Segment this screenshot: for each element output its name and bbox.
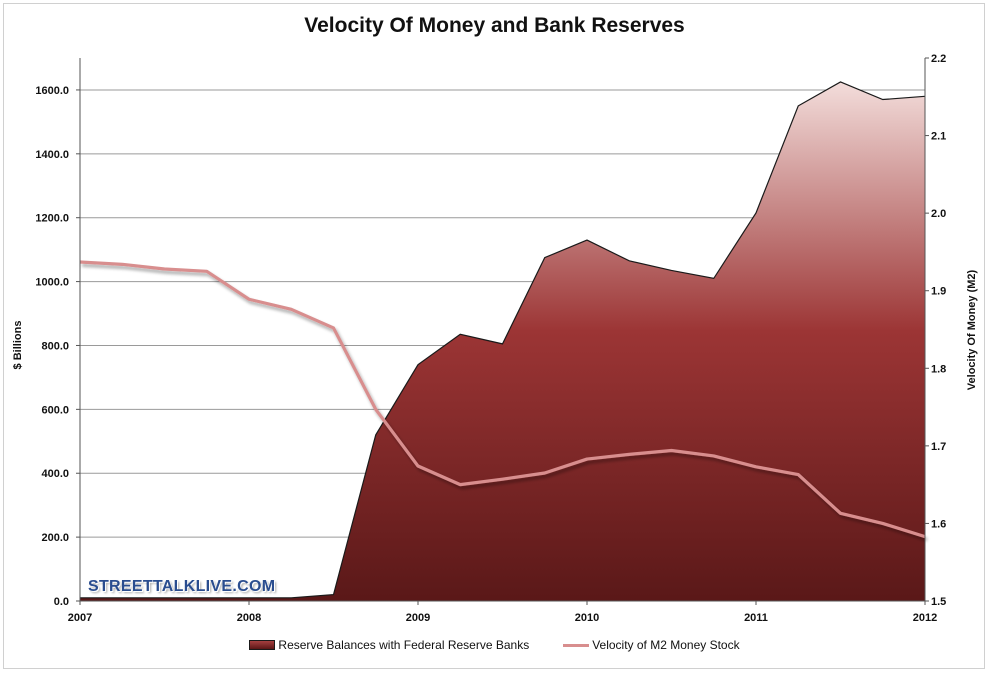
right-axis-ticks: 1.5 1.6 1.7 1.8 1.9 2.0 2.1 2.2 bbox=[925, 53, 946, 608]
legend-label-reserves: Reserve Balances with Federal Reserve Ba… bbox=[278, 638, 530, 652]
left-tick-label: 1600.0 bbox=[35, 85, 69, 97]
right-tick-label: 2.2 bbox=[931, 53, 946, 65]
x-tick-label: 2010 bbox=[575, 612, 599, 624]
legend: Reserve Balances with Federal Reserve Ba… bbox=[0, 638, 989, 652]
x-tick-label: 2012 bbox=[913, 612, 937, 624]
legend-item-reserves: Reserve Balances with Federal Reserve Ba… bbox=[249, 638, 529, 652]
right-tick-label: 2.0 bbox=[931, 208, 946, 220]
velocity-line-series bbox=[79, 260, 926, 539]
left-tick-label: 1000.0 bbox=[35, 277, 69, 289]
chart-title: Velocity Of Money and Bank Reserves bbox=[304, 14, 685, 37]
left-tick-label: 0.0 bbox=[54, 596, 69, 608]
left-axis-ticks: 0.0 200.0 400.0 600.0 800.0 1000.0 1200.0 1400.… bbox=[35, 85, 80, 608]
right-tick-label: 1.6 bbox=[931, 518, 946, 530]
x-tick-label: 2011 bbox=[744, 612, 768, 624]
left-tick-label: 600.0 bbox=[41, 404, 69, 416]
left-tick-label: 200.0 bbox=[41, 532, 69, 544]
left-tick-label: 800.0 bbox=[41, 340, 69, 352]
legend-label-velocity: Velocity of M2 Money Stock bbox=[592, 638, 740, 652]
right-tick-label: 1.5 bbox=[931, 596, 946, 608]
right-tick-label: 2.1 bbox=[931, 131, 946, 143]
x-tick-label: 2009 bbox=[406, 612, 430, 624]
reserve-area-outline bbox=[80, 81, 926, 599]
x-tick-label: 2008 bbox=[237, 612, 261, 624]
x-axis-ticks: 2007 2008 2009 2010 2011 2012 bbox=[68, 601, 937, 624]
left-tick-label: 400.0 bbox=[41, 468, 69, 480]
right-tick-label: 1.8 bbox=[931, 363, 946, 375]
reserve-area-fill bbox=[80, 81, 925, 602]
reserve-area-series bbox=[80, 81, 926, 602]
right-tick-label: 1.9 bbox=[931, 286, 946, 298]
legend-swatch-reserves bbox=[249, 640, 276, 650]
axes bbox=[79, 58, 926, 602]
left-axis-title: $ Billions bbox=[12, 321, 24, 370]
left-tick-label: 1200.0 bbox=[35, 213, 69, 225]
velocity-line bbox=[79, 260, 926, 539]
right-tick-label: 1.7 bbox=[931, 441, 946, 453]
left-tick-label: 1400.0 bbox=[35, 149, 69, 161]
watermark-text: STREETTALKLIVE.COM bbox=[88, 578, 276, 595]
right-axis-title: Velocity Of Money (M2) bbox=[966, 269, 978, 390]
x-tick-label: 2007 bbox=[68, 612, 92, 624]
legend-item-velocity: Velocity of M2 Money Stock bbox=[563, 638, 740, 652]
legend-swatch-velocity bbox=[563, 643, 590, 647]
